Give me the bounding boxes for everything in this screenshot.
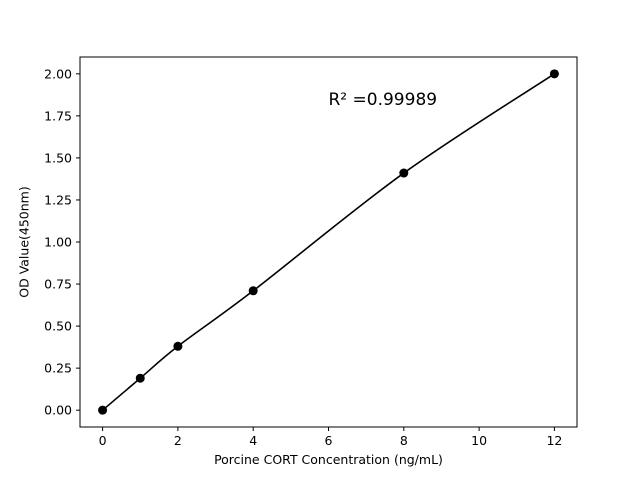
y-tick-label: 1.75 <box>44 108 72 123</box>
y-tick-label: 0.00 <box>44 403 72 418</box>
y-tick-label: 1.00 <box>44 235 72 250</box>
data-point-marker <box>399 168 409 178</box>
y-tick-label: 0.75 <box>44 277 72 292</box>
y-axis-label: OD Value(450nm) <box>16 186 32 298</box>
x-tick-label: 12 <box>546 433 562 448</box>
y-tick-label: 1.50 <box>44 150 72 165</box>
data-point-marker <box>549 69 559 79</box>
x-axis-label: Porcine CORT Concentration (ng/mL) <box>214 452 443 467</box>
x-tick-label: 6 <box>325 433 333 448</box>
y-tick-label: 0.50 <box>44 319 72 334</box>
x-tick-label: 2 <box>174 433 182 448</box>
x-tick-label: 10 <box>471 433 487 448</box>
y-tick-label: 0.25 <box>44 361 72 376</box>
data-point-marker <box>135 373 145 383</box>
axes-box <box>79 56 578 428</box>
r-squared-annotation: R² =0.99989 <box>328 90 438 111</box>
data-point-marker <box>248 286 258 296</box>
data-point-marker <box>98 405 108 415</box>
x-tick-label: 4 <box>249 433 257 448</box>
y-tick-label: 2.00 <box>44 66 72 81</box>
y-tick-label: 1.25 <box>44 192 72 207</box>
x-tick-label: 0 <box>99 433 107 448</box>
x-tick-label: 8 <box>400 433 408 448</box>
data-point-marker <box>173 341 183 351</box>
fit-curve <box>102 73 555 411</box>
